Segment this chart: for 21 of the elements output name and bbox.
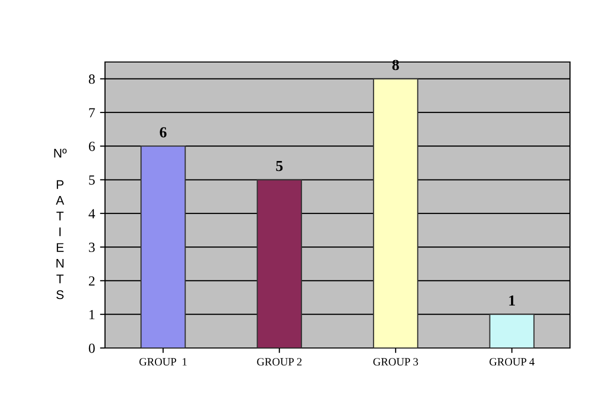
data-label: 6 [160,127,166,138]
y-tick-label: 0 [88,344,95,353]
x-tick-label: GROUP 4 [490,358,534,366]
x-tick-label: GROUP 1 [139,358,187,366]
y-tick-label: 6 [88,142,95,152]
y-tick-label: 8 [88,74,95,84]
y-tick-label: 7 [89,108,95,118]
x-tick-label: GROUP 3 [373,358,418,366]
bar [489,314,535,348]
data-label: 5 [276,160,283,172]
bar [372,78,418,348]
y-tick-label: 2 [88,276,95,286]
data-label: 1 [509,295,515,306]
y-tick-label: 3 [88,242,95,252]
y-tick-label: 4 [88,209,96,218]
x-tick-label: GROUP 2 [257,358,302,366]
text: Nº PATIENTS [54,148,67,300]
bar [256,179,302,348]
bar [140,146,186,348]
y-tick-label: 1 [90,310,94,320]
y-tick-label: 5 [89,175,95,185]
